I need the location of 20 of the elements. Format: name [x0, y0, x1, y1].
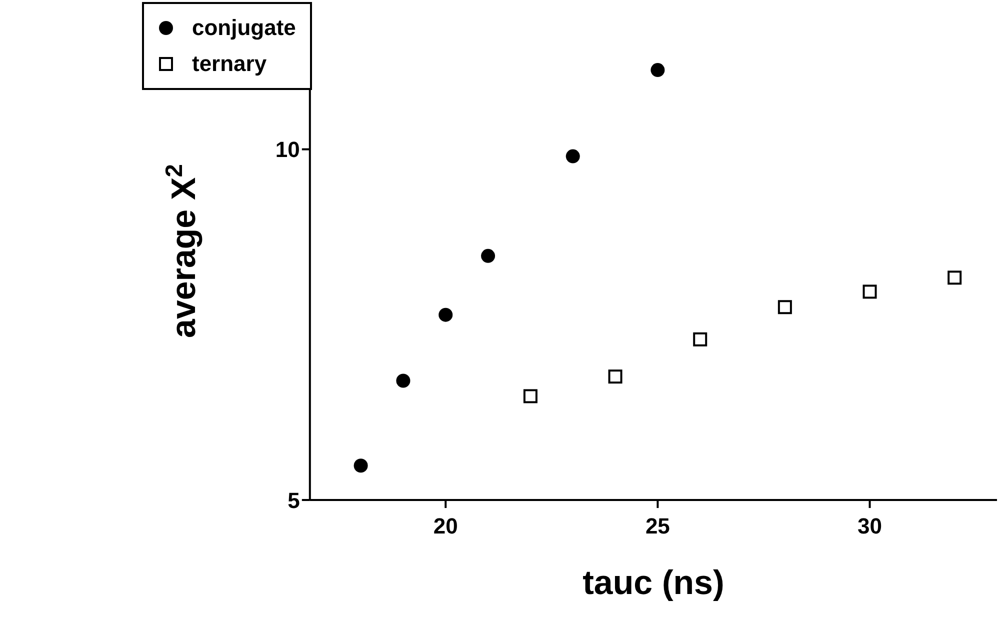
- point: [948, 270, 962, 285]
- y-tick-label: 10: [275, 137, 300, 162]
- point: [438, 308, 453, 322]
- x-axis-title: tauc (ns): [582, 564, 724, 602]
- point: [650, 63, 665, 78]
- x-tick-label: 25: [645, 514, 670, 539]
- point: [523, 389, 538, 404]
- point: [693, 332, 708, 346]
- point: [354, 458, 368, 473]
- point: [778, 300, 792, 314]
- legend-label: ternary: [192, 51, 267, 77]
- point: [862, 284, 877, 299]
- y-tick-label: 5: [288, 488, 300, 513]
- point: [396, 374, 410, 388]
- point: [481, 248, 496, 263]
- point: [566, 149, 580, 164]
- legend-label: conjugate: [192, 15, 296, 41]
- point: [608, 370, 622, 384]
- x-tick-label: 30: [858, 514, 882, 539]
- x-tick-label: 20: [433, 514, 458, 539]
